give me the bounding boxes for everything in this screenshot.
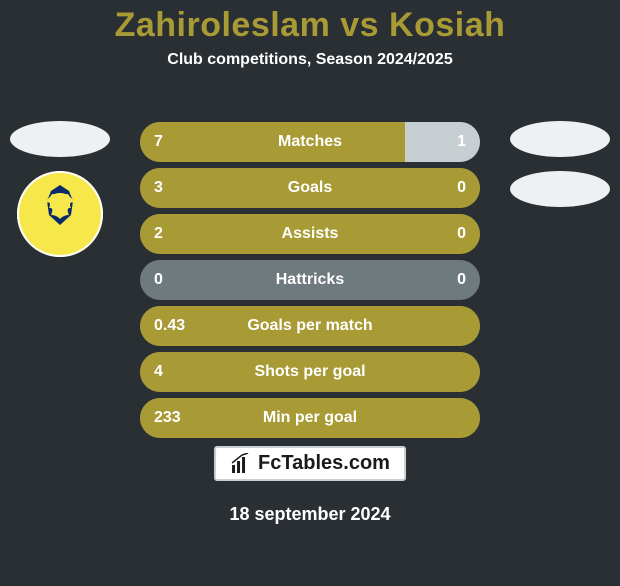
left-player-column	[10, 121, 110, 257]
chart-icon	[230, 453, 252, 475]
player-left-name: Zahiroleslam	[115, 6, 331, 44]
page-title: Zahiroleslam vs Kosiah	[0, 6, 620, 45]
stat-label: Goals per match	[140, 317, 480, 335]
stat-label: Min per goal	[140, 409, 480, 427]
stat-row-goals-per-match: 0.43 Goals per match	[140, 306, 480, 346]
stat-row-shots-per-goal: 4 Shots per goal	[140, 352, 480, 392]
stat-row-goals: 3 Goals 0	[140, 168, 480, 208]
title-vs: vs	[330, 6, 389, 44]
brand-badge: FcTables.com	[214, 446, 406, 481]
player-right-name: Kosiah	[389, 6, 505, 44]
left-club-crest	[17, 171, 103, 257]
stat-label: Hattricks	[140, 271, 480, 289]
club-crest-icon	[17, 171, 103, 257]
stat-label: Goals	[140, 179, 480, 197]
stat-row-matches: 7 Matches 1	[140, 122, 480, 162]
right-player-column	[510, 121, 610, 221]
stat-label: Shots per goal	[140, 363, 480, 381]
left-player-oval	[10, 121, 110, 157]
right-player-oval-1	[510, 121, 610, 157]
stat-row-assists: 2 Assists 0	[140, 214, 480, 254]
stat-label: Matches	[140, 133, 480, 151]
date-label: 18 september 2024	[0, 504, 620, 525]
stat-rows: 7 Matches 1 3 Goals 0 2 Assists 0	[140, 122, 480, 444]
comparison-card: Zahiroleslam vs Kosiah Club competitions…	[0, 6, 620, 586]
right-player-oval-2	[510, 171, 610, 207]
stat-row-min-per-goal: 233 Min per goal	[140, 398, 480, 438]
subtitle: Club competitions, Season 2024/2025	[0, 51, 620, 69]
stat-label: Assists	[140, 225, 480, 243]
stat-row-hattricks: 0 Hattricks 0	[140, 260, 480, 300]
brand-text: FcTables.com	[258, 452, 390, 475]
